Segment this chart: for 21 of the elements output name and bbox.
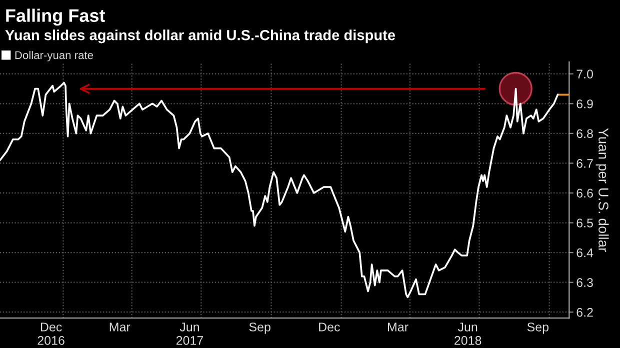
y-tick-label: 6.6: [576, 188, 593, 198]
x-tick-label: Dec: [319, 322, 340, 332]
y-tick-label: 6.2: [576, 308, 593, 317]
x-tick-label: Sep: [527, 322, 549, 334]
x-tick-label: Jun 2018: [454, 322, 482, 345]
y-tick-label: 6.5: [576, 218, 593, 228]
y-axis-title: Yuan per U.S. dollar: [596, 128, 609, 252]
chart-title: Falling Fast: [6, 8, 106, 26]
y-tick-label: 6.4: [576, 248, 594, 258]
x-tick-label: Sep: [249, 322, 270, 334]
x-tick-label: Dec 2016: [38, 322, 64, 345]
x-tick-label: Mar: [388, 322, 408, 332]
y-tick-label: 6.7: [576, 159, 593, 168]
y-tick-label: 6.9: [576, 99, 593, 108]
y-tick-label: 7.0: [576, 70, 593, 79]
x-tick-label: Jun 2017: [176, 322, 203, 345]
x-tick-label: Mar: [110, 322, 130, 332]
chart-subtitle: Yuan slides against dollar amid U.S.-China trade dispute: [5, 30, 396, 44]
y-tick-label: 6.3: [576, 278, 593, 287]
legend-label: Dollar-yuan rate: [15, 50, 93, 62]
y-tick-label: 6.8: [576, 129, 593, 138]
